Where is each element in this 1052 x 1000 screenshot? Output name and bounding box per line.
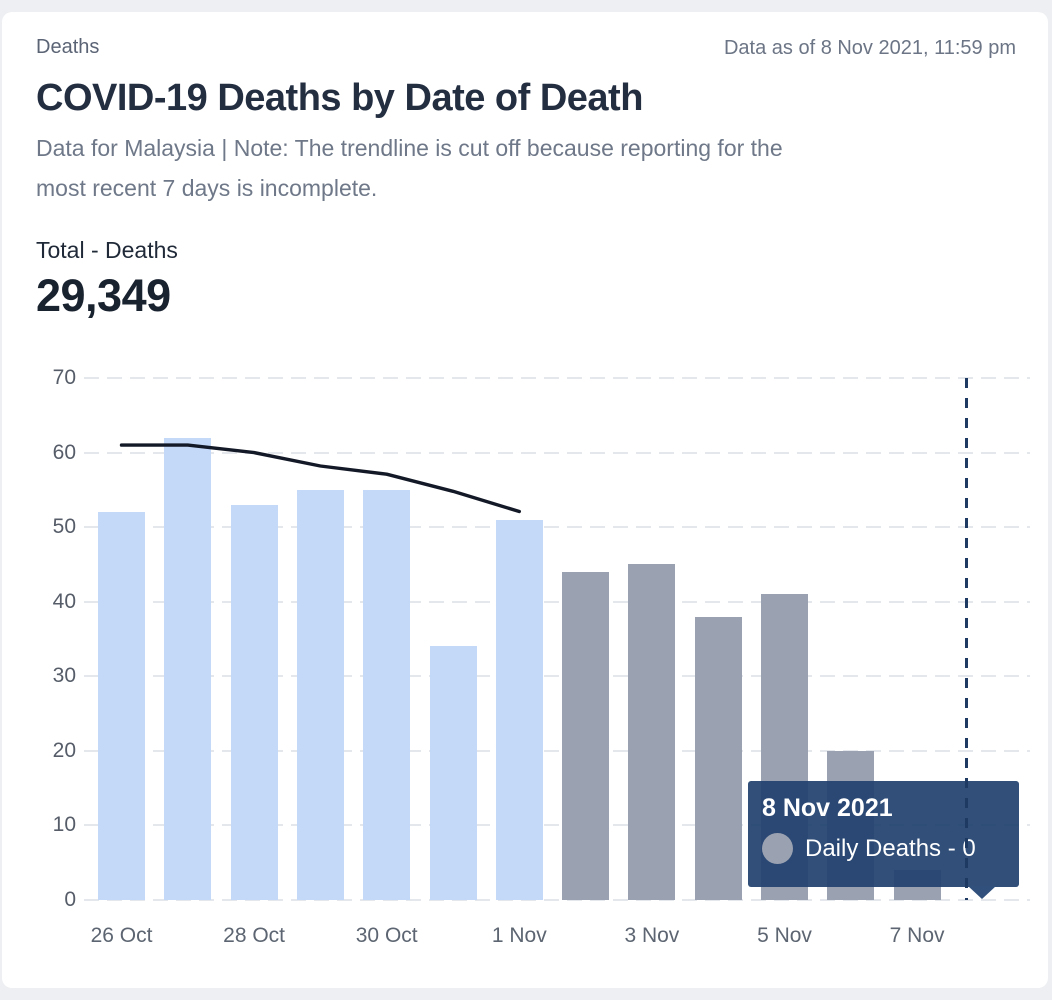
y-axis-tick-label: 40: [52, 589, 76, 613]
y-axis-tick-label: 70: [52, 366, 76, 389]
subtitle-line-1: Data for Malaysia | Note: The trendline …: [36, 135, 783, 161]
bar-27-Oct[interactable]: [164, 437, 212, 900]
y-axis-tick-label: 30: [52, 664, 76, 688]
bar-29-Oct[interactable]: [296, 489, 344, 900]
bar-28-Oct[interactable]: [230, 504, 278, 900]
gridline-y-70: [84, 377, 1030, 379]
data-as-of-timestamp: Data as of 8 Nov 2021, 11:59 pm: [723, 37, 1016, 59]
x-axis-tick-label: 1 Nov: [491, 924, 547, 947]
tooltip-arrow-icon: [968, 886, 996, 899]
y-axis-tick-label: 0: [64, 888, 76, 911]
y-axis-tick-label: 50: [52, 515, 76, 539]
chart-subtitle: Data for Malaysia | Note: The trendline …: [36, 128, 783, 208]
bar-3-Nov[interactable]: [628, 564, 676, 900]
gridline-y-10: [84, 824, 1030, 827]
gridline-y-40: [84, 600, 1030, 603]
tooltip-series-row: Daily Deaths - 0: [762, 833, 1019, 864]
gridline-y-20: [84, 749, 1030, 752]
cursor-dashed-line: [964, 378, 968, 900]
gridline-y-50: [84, 526, 1030, 529]
bar-26-Oct[interactable]: [98, 512, 145, 900]
tooltip-series-label: Daily Deaths - 0: [805, 834, 976, 862]
bar-30-Oct[interactable]: [363, 489, 411, 900]
section-label: Deaths: [36, 36, 100, 58]
page-title: COVID-19 Deaths by Date of Death: [36, 77, 643, 119]
bar-4-Nov[interactable]: [694, 616, 742, 900]
bar-2-Nov[interactable]: [562, 571, 610, 900]
total-deaths-value: 29,349: [36, 270, 171, 321]
x-axis-tick-label: 7 Nov: [889, 924, 945, 947]
tooltip: 8 Nov 2021 Daily Deaths - 0: [748, 781, 1019, 887]
x-axis-tick-label: 26 Oct: [90, 924, 153, 947]
bar-1-Nov[interactable]: [495, 519, 543, 900]
y-axis-tick-label: 60: [52, 440, 76, 464]
bar-31-Oct[interactable]: [429, 646, 477, 900]
subtitle-line-2: most recent 7 days is incomplete.: [36, 175, 378, 201]
total-deaths-label: Total - Deaths: [36, 237, 178, 263]
gridline-y-30: [84, 675, 1030, 678]
y-axis-tick-label: 20: [52, 738, 76, 762]
gridline-y-0: [84, 899, 1030, 901]
x-axis-tick-label: 30 Oct: [355, 924, 418, 947]
tooltip-date-title: 8 Nov 2021: [762, 794, 893, 822]
gridline-y-60: [84, 451, 1030, 454]
x-axis-tick-label: 3 Nov: [624, 924, 680, 947]
series-marker-icon: [762, 833, 793, 864]
x-axis-tick-label: 28 Oct: [223, 924, 286, 947]
y-axis-tick-label: 10: [52, 813, 76, 837]
x-axis-tick-label: 5 Nov: [757, 924, 812, 947]
